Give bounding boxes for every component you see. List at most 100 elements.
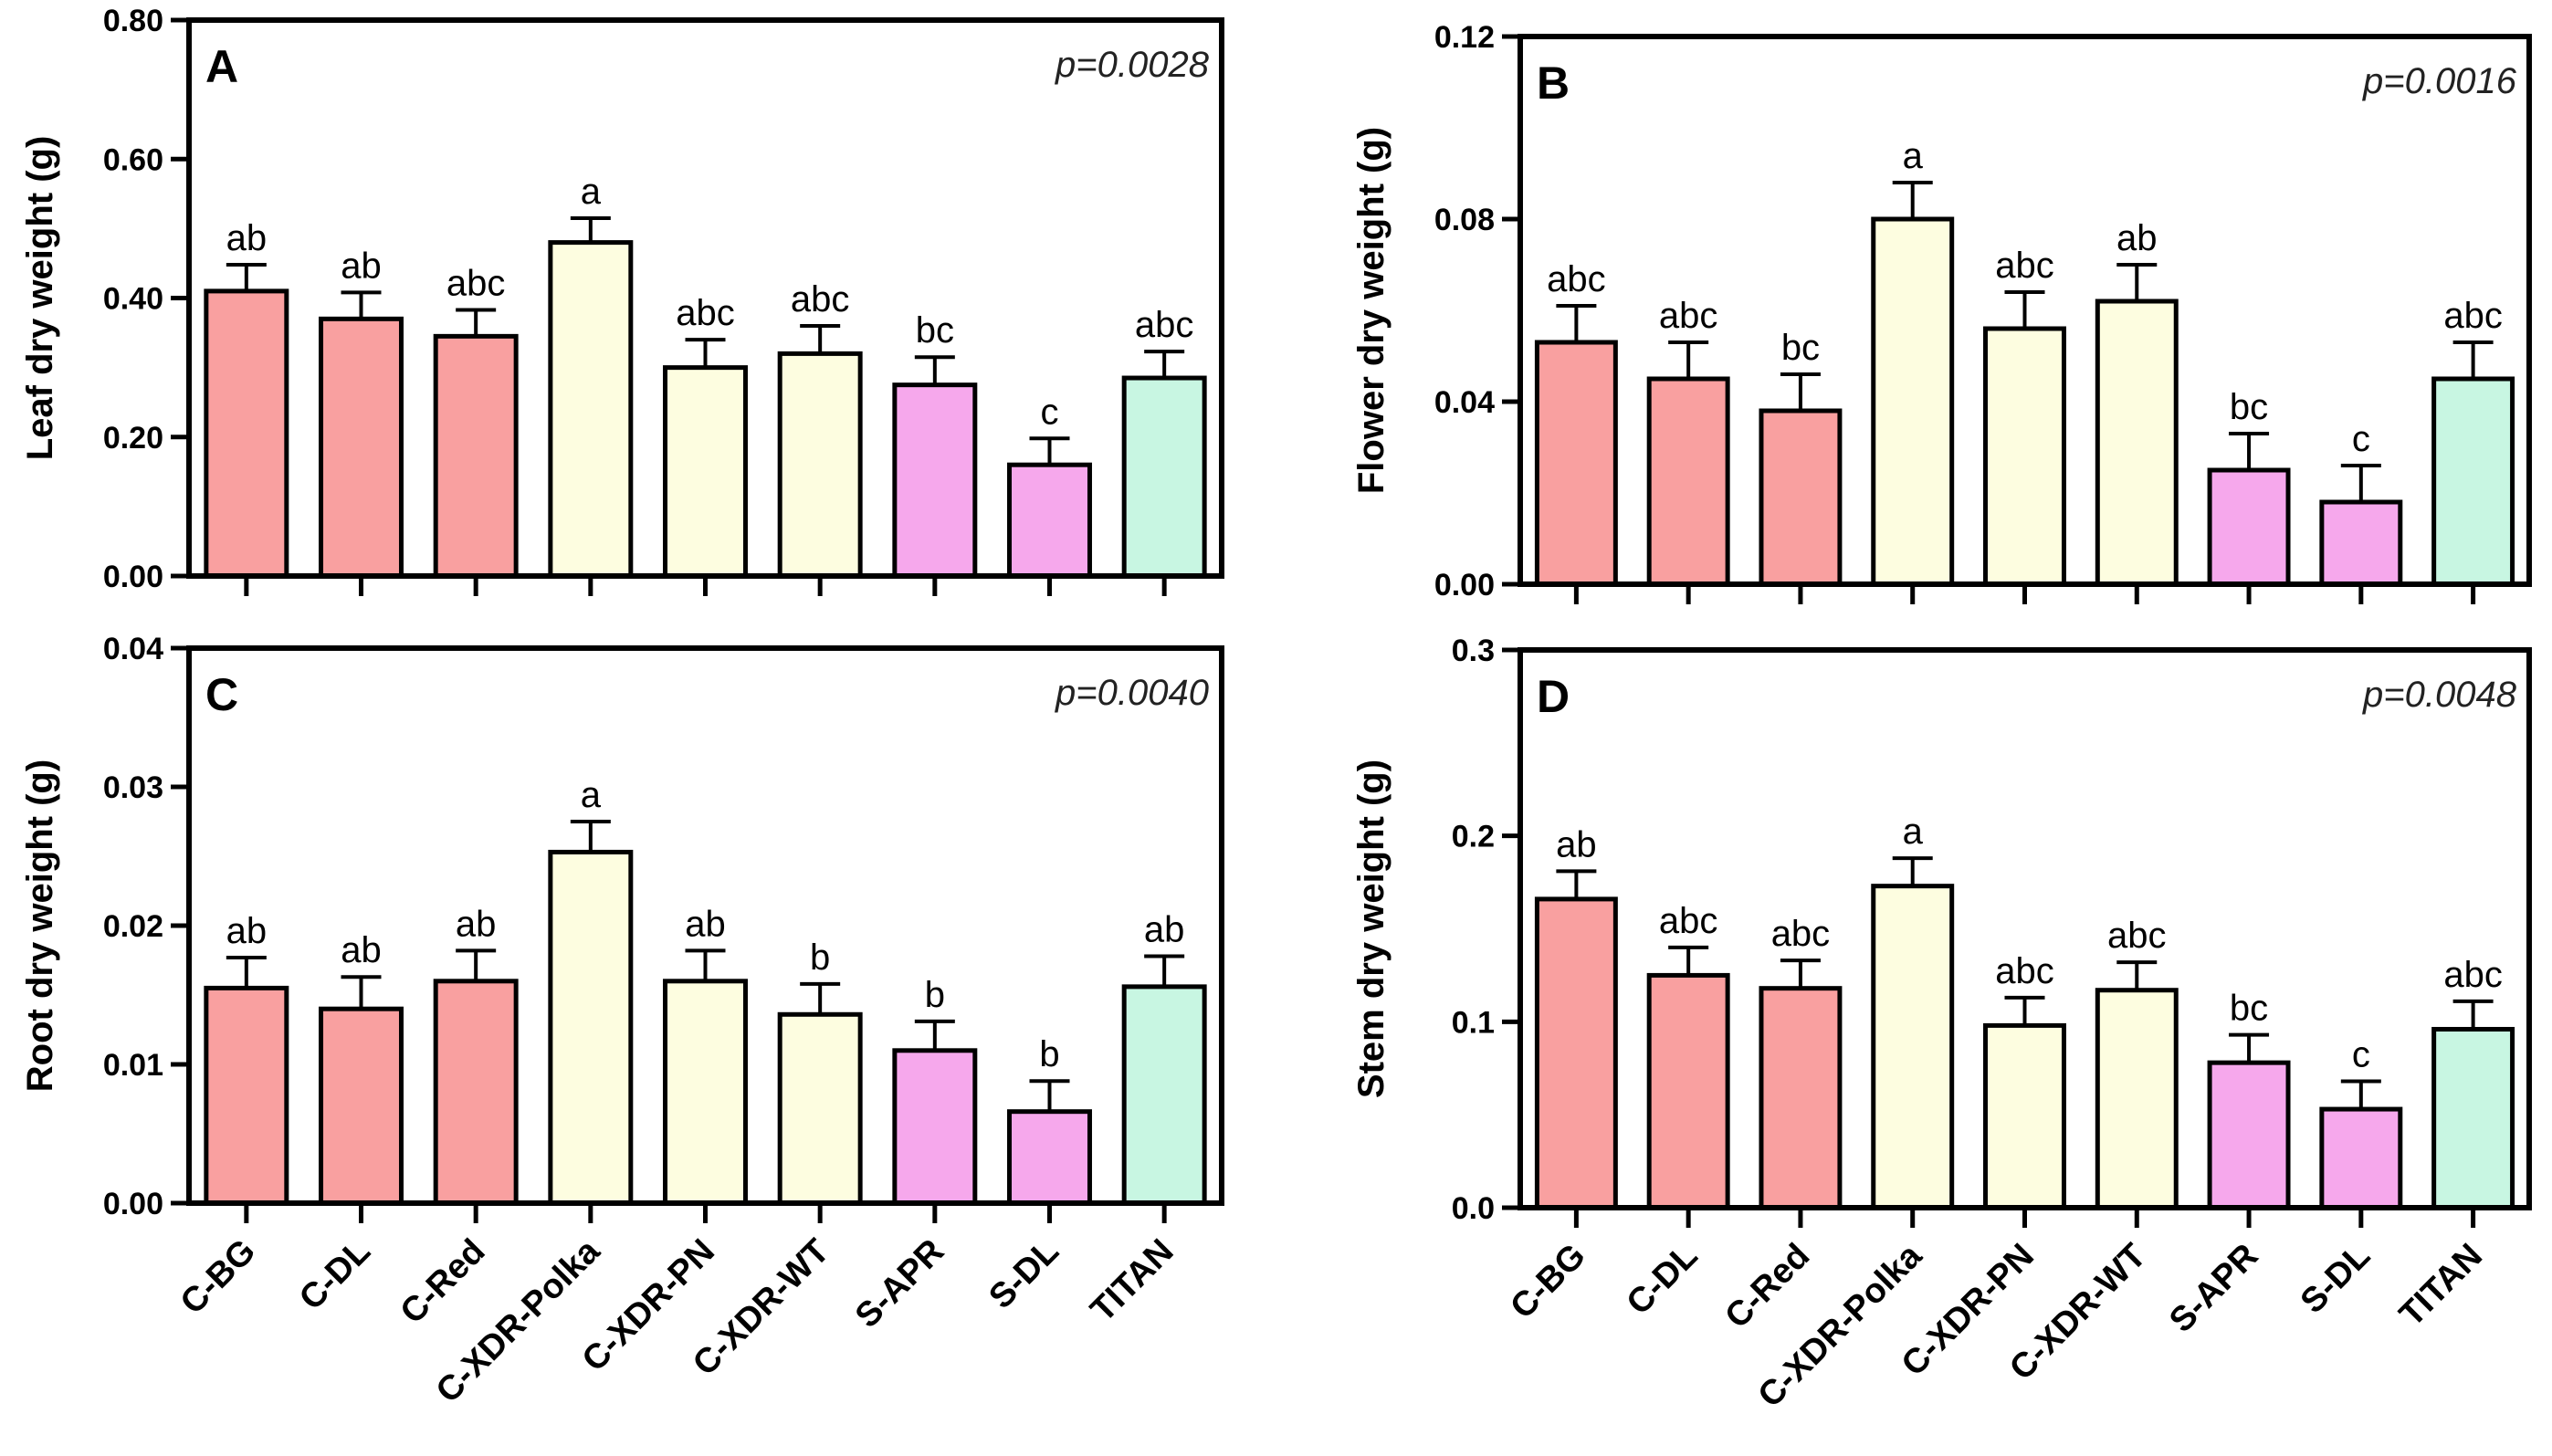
significance-label: abc <box>446 263 506 303</box>
y-tick-label: 0.80 <box>103 4 163 38</box>
x-category-label: C-Red <box>394 1232 493 1332</box>
bar <box>663 365 748 579</box>
significance-label: abc <box>676 293 735 333</box>
bar-group: ab <box>204 911 289 1206</box>
bar <box>2431 376 2515 587</box>
plot-frame <box>1518 34 2532 587</box>
significance-label: a <box>581 775 602 815</box>
y-tick-label: 0.12 <box>1434 20 1495 55</box>
bar <box>548 849 634 1206</box>
panel-letter: A <box>205 41 238 92</box>
significance-label: ab <box>456 904 497 944</box>
bar <box>1646 972 1730 1210</box>
bar-group: ab <box>319 930 404 1206</box>
bar-group: abc <box>663 293 748 579</box>
significance-label: abc <box>1771 914 1831 954</box>
bar-group: b <box>892 975 978 1206</box>
bar <box>2207 1060 2291 1210</box>
bar <box>319 1006 404 1206</box>
panel-a: ab ab abc a abc abc bc c abc 0.00 0.20 0.40 0.60 0.80… <box>20 4 1224 596</box>
bar <box>892 1048 978 1206</box>
significance-label: a <box>581 172 602 212</box>
y-tick-label: 0.01 <box>103 1048 163 1083</box>
y-tick-label: 0.00 <box>103 560 163 594</box>
significance-label: abc <box>1135 305 1194 345</box>
significance-label: abc <box>2443 296 2503 336</box>
significance-label: ab <box>341 930 382 970</box>
bar-group: abc <box>1534 259 1618 587</box>
significance-label: a <box>1903 136 1924 176</box>
significance-label: abc <box>1659 296 1718 336</box>
significance-label: ab <box>1144 909 1185 949</box>
bar <box>2095 988 2179 1210</box>
significance-label: ab <box>341 246 382 286</box>
significance-label: abc <box>1659 901 1718 941</box>
bar-group: c <box>2319 419 2403 587</box>
x-category-labels-c: C-BG C-DL C-RedC-XDR-PolkaC-XDR-PNC-XDR-WT… <box>173 1231 1181 1410</box>
significance-label: abc <box>1995 951 2054 991</box>
y-tick-label: 0.1 <box>1452 1005 1495 1040</box>
bar-group: bc <box>892 310 978 579</box>
bar <box>2207 467 2291 587</box>
bar-group: abc <box>2431 296 2515 587</box>
p-value: p=0.0028 <box>1055 45 1210 85</box>
bar <box>892 382 978 579</box>
x-category-label: C-Red <box>1717 1237 1817 1336</box>
x-category-label: TITAN <box>1084 1232 1181 1330</box>
bar <box>1983 1022 2066 1210</box>
bar-group: a <box>548 775 634 1206</box>
x-category-label: TITAN <box>2392 1237 2490 1335</box>
significance-label: ab <box>685 904 726 944</box>
bar-group: ab <box>663 904 748 1206</box>
y-tick-label: 0.0 <box>1452 1191 1495 1226</box>
bar <box>204 288 289 579</box>
bar-group: abc <box>1646 296 1730 587</box>
bar-group: ab <box>319 246 404 579</box>
y-tick-label: 0.00 <box>103 1187 163 1221</box>
y-tick-label: 0.20 <box>103 421 163 456</box>
significance-label: bc <box>1781 328 1820 368</box>
bar-group: a <box>1871 136 1955 587</box>
bar-group: abc <box>1983 951 2066 1210</box>
x-category-label: S-APR <box>848 1232 951 1336</box>
significance-label: bc <box>916 310 954 351</box>
panel-letter: B <box>1537 58 1570 109</box>
y-axis-title: Leaf dry weight (g) <box>20 136 60 461</box>
x-category-label: C-DL <box>1620 1237 1706 1323</box>
bar <box>548 240 634 579</box>
bar <box>1871 216 1955 587</box>
significance-label: c <box>1041 392 1059 432</box>
bar-group: b <box>1007 1034 1092 1206</box>
y-tick-label: 0.04 <box>103 632 163 666</box>
significance-label: bc <box>2230 989 2268 1029</box>
bar-group: abc <box>1121 305 1207 579</box>
significance-label: b <box>1039 1034 1059 1074</box>
bar <box>1534 896 1618 1210</box>
y-tick-label: 0.60 <box>103 142 163 177</box>
significance-label: c <box>2352 1035 2370 1075</box>
bar-group: abc <box>433 263 519 579</box>
bar <box>1871 884 1955 1210</box>
panel-letter: C <box>205 669 238 720</box>
bar <box>2431 1026 2515 1210</box>
bar-group: abc <box>1646 901 1730 1210</box>
bar <box>1646 376 1730 587</box>
significance-label: bc <box>2230 387 2268 427</box>
significance-label: ab <box>226 911 268 951</box>
p-value: p=0.0016 <box>2362 61 2517 101</box>
x-category-label: S-APR <box>2162 1237 2265 1340</box>
x-category-label: S-DL <box>2294 1237 2378 1321</box>
y-tick-label: 0.03 <box>103 770 163 805</box>
panel-b: abc abc bc a abc ab bc c abc 0.00 0.04 0.08 0.12 Flow… <box>1351 20 2532 604</box>
bar-group: a <box>1871 812 1955 1210</box>
panel-c: ab ab ab a ab b b b ab 0.00 0.01 0.02 0.03 0.04 Root d… <box>20 632 1224 1223</box>
significance-label: abc <box>2107 916 2167 956</box>
bar <box>1121 984 1207 1206</box>
significance-label: ab <box>1556 824 1597 864</box>
bar-group: abc <box>1759 914 1843 1210</box>
significance-label: a <box>1903 812 1924 852</box>
bar <box>1007 1109 1092 1206</box>
significance-label: abc <box>2443 955 2503 995</box>
x-category-label: S-DL <box>982 1232 1066 1316</box>
